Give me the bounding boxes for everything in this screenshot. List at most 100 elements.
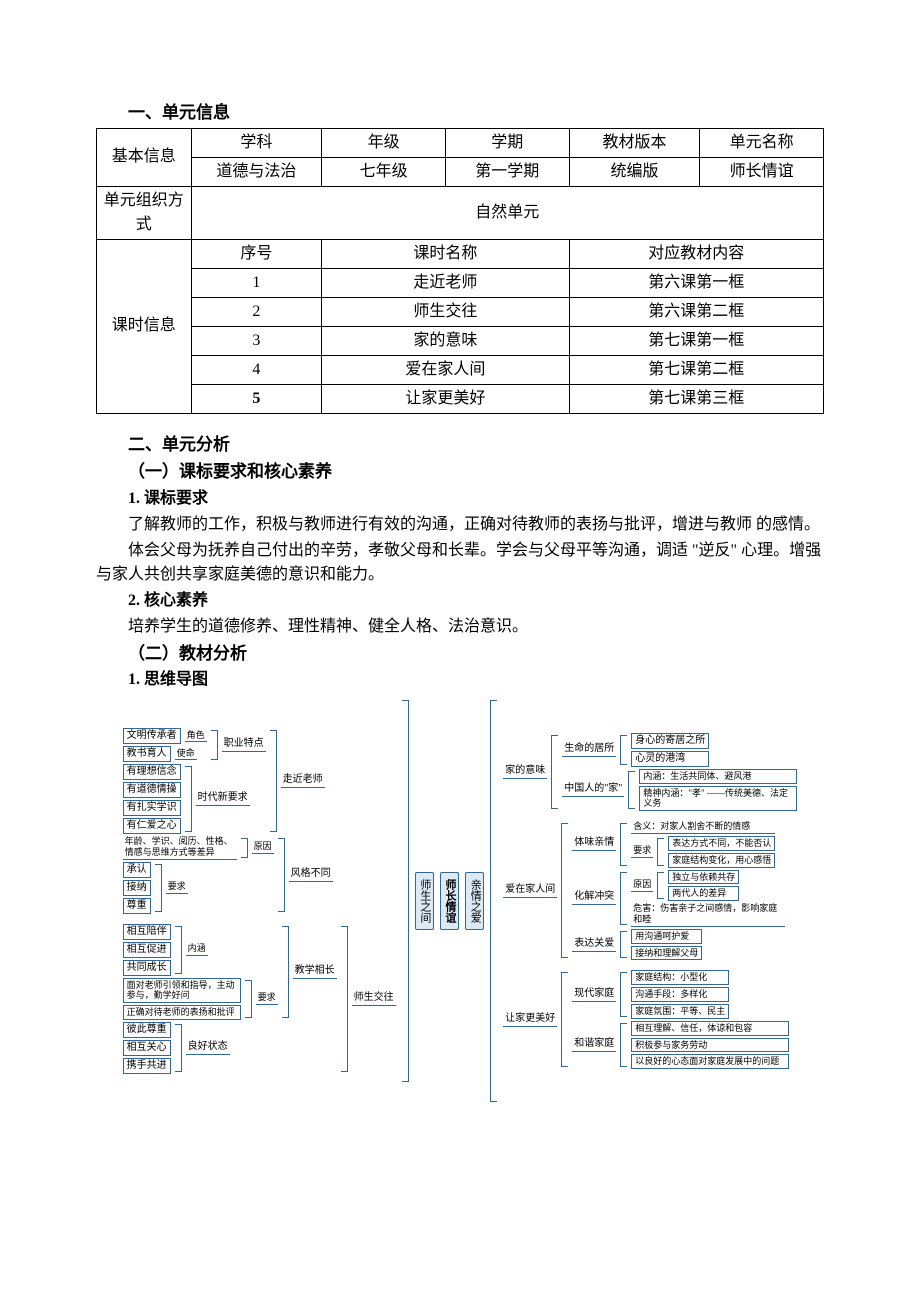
mm-node: 良好状态 bbox=[186, 1041, 230, 1055]
mm-node: 精神内涵："孝" ——传统美德、法定义务 bbox=[639, 786, 797, 812]
mm-node: 家庭结构：小型化 bbox=[631, 970, 729, 985]
mm-main-left1: 师生之间 bbox=[415, 872, 434, 930]
mm-node: 相互理解、信任，体谅和包容 bbox=[631, 1021, 789, 1036]
content-cell: 第六课第一框 bbox=[569, 268, 823, 297]
mm-node: 面对老师引领和指导，主动参与，勤学好问 bbox=[123, 978, 241, 1004]
mm-node: 携手共进 bbox=[123, 1058, 171, 1074]
mm-node: 心灵的港湾 bbox=[631, 751, 709, 767]
term-header: 学期 bbox=[445, 128, 569, 157]
seq-cell: 2 bbox=[191, 297, 322, 326]
mm-node: 风格不同 bbox=[289, 868, 333, 882]
mm-node: 两代人的差异 bbox=[668, 886, 739, 901]
mm-node: 现代家庭 bbox=[572, 988, 616, 1002]
mm-node: 接纳和理解父母 bbox=[631, 946, 702, 961]
table-row: 课时信息 序号 课时名称 对应教材内容 bbox=[97, 239, 824, 268]
mm-node: 用沟通呵护爱 bbox=[631, 929, 702, 944]
mm-left: 文明传承者角色 教书育人使命 职业特点 有理想信念 有道德情操 有扎实学识 bbox=[123, 728, 396, 1074]
org-value: 自然单元 bbox=[191, 186, 824, 239]
lesson-name-cell: 走近老师 bbox=[322, 268, 569, 297]
mm-node: 年龄、学识、阅历、性格、情感与思维方式等差异 bbox=[123, 836, 237, 860]
mm-node: 承认 bbox=[123, 862, 151, 878]
content-cell: 第六课第二框 bbox=[569, 297, 823, 326]
subject-cell: 道德与法治 bbox=[191, 157, 322, 186]
mm-center: 师长情谊 bbox=[440, 872, 459, 930]
mm-node: 职业特点 bbox=[222, 738, 266, 752]
mm-node: 角色 bbox=[185, 730, 207, 743]
unit-cell: 师长情谊 bbox=[700, 157, 824, 186]
lesson-name-cell: 家的意味 bbox=[322, 326, 569, 355]
mm-node: 要求 bbox=[256, 992, 278, 1005]
mm-node: 化解冲突 bbox=[572, 891, 616, 905]
mm-node: 含义：对家人割舍不断的情感 bbox=[631, 821, 775, 834]
mm-node: 相互关心 bbox=[123, 1040, 171, 1056]
section2-h2: （二）教材分析 bbox=[128, 641, 824, 667]
mm-node: 表达方式不同，不能否认 bbox=[668, 836, 775, 851]
mm-main-left2: 亲情之爱 bbox=[465, 872, 484, 930]
term-cell: 第一学期 bbox=[445, 157, 569, 186]
mm-node: 使命 bbox=[175, 748, 197, 761]
mm-node: 师生交往 bbox=[352, 992, 396, 1006]
mm-node: 文明传承者 bbox=[123, 728, 181, 744]
seq-cell: 3 bbox=[191, 326, 322, 355]
table-row: 基本信息 学科 年级 学期 教材版本 单元名称 bbox=[97, 128, 824, 157]
textbook-cell: 统编版 bbox=[569, 157, 700, 186]
mm-node: 家庭结构变化，用心感悟 bbox=[668, 853, 775, 868]
mm-node: 教学相长 bbox=[293, 965, 337, 979]
lesson-name-header: 课时名称 bbox=[322, 239, 569, 268]
grade-header: 年级 bbox=[322, 128, 446, 157]
para-1: 了解教师的工作，积极与教师进行有效的沟通，正确对待教师的表扬与批评，增进与教师 … bbox=[96, 513, 824, 537]
table-row: 3 家的意味 第七课第一框 bbox=[97, 326, 824, 355]
table-row: 道德与法治 七年级 第一学期 统编版 师长情谊 bbox=[97, 157, 824, 186]
seq-header: 序号 bbox=[191, 239, 322, 268]
mm-node: 有仁爱之心 bbox=[123, 818, 181, 834]
content-cell: 第七课第二框 bbox=[569, 355, 823, 384]
para-2: 体会父母为抚养自己付出的辛劳，孝敬父母和长辈。学会与父母平等沟通，调适 "逆反"… bbox=[96, 539, 824, 587]
para-3: 培养学生的道德修养、理性精神、健全人格、法治意识。 bbox=[96, 615, 824, 639]
mm-node: 身心的寄居之所 bbox=[631, 733, 709, 749]
mm-node: 家庭氛围：平等、民主 bbox=[631, 1004, 729, 1019]
grade-cell: 七年级 bbox=[322, 157, 446, 186]
content-cell: 第七课第三框 bbox=[569, 384, 823, 413]
mm-node: 相互促进 bbox=[123, 942, 171, 958]
table-row: 1 走近老师 第六课第一框 bbox=[97, 268, 824, 297]
mm-node: 原因 bbox=[252, 841, 274, 854]
org-label: 单元组织方式 bbox=[97, 186, 192, 239]
mm-node: 走近老师 bbox=[281, 774, 325, 788]
mm-node: 共同成长 bbox=[123, 960, 171, 976]
table-row: 单元组织方式 自然单元 bbox=[97, 186, 824, 239]
document-page: 一、单元信息 基本信息 学科 年级 学期 教材版本 单元名称 道德与法治 七年级… bbox=[0, 0, 920, 1164]
mm-node: 内涵 bbox=[186, 943, 208, 956]
mm-node: 原因 bbox=[631, 879, 653, 892]
mindmap: 文明传承者角色 教书育人使命 职业特点 有理想信念 有道德情操 有扎实学识 bbox=[96, 698, 824, 1104]
mm-node: 家的意味 bbox=[503, 765, 547, 779]
section2-h2-1: 1. 思维导图 bbox=[128, 668, 824, 692]
basic-info-label: 基本信息 bbox=[97, 128, 192, 186]
mm-node: 危害：伤害亲子之间感情，影响家庭和睦 bbox=[631, 903, 785, 927]
mm-node: 和谐家庭 bbox=[572, 1038, 616, 1052]
mm-node: 正确对待老师的表扬和批评 bbox=[123, 1005, 241, 1020]
content-header: 对应教材内容 bbox=[569, 239, 823, 268]
section2-h1-2: 2. 核心素养 bbox=[128, 589, 824, 613]
table-row: 2 师生交往 第六课第二框 bbox=[97, 297, 824, 326]
mm-node: 有道德情操 bbox=[123, 782, 181, 798]
unit-header: 单元名称 bbox=[700, 128, 824, 157]
lesson-name-cell: 师生交往 bbox=[322, 297, 569, 326]
mm-node: 接纳 bbox=[123, 880, 151, 896]
mm-node: 爱在家人间 bbox=[503, 884, 557, 898]
seq-cell: 1 bbox=[191, 268, 322, 297]
mm-node: 以良好的心态面对家庭发展中的问题 bbox=[631, 1054, 789, 1069]
mm-node: 尊重 bbox=[123, 898, 151, 914]
lesson-name-cell: 爱在家人间 bbox=[322, 355, 569, 384]
lesson-name-cell: 让家更美好 bbox=[322, 384, 569, 413]
table-row: 5 让家更美好 第七课第三框 bbox=[97, 384, 824, 413]
section1-title: 一、单元信息 bbox=[128, 100, 824, 126]
mm-node: 有理想信念 bbox=[123, 764, 181, 780]
seq-cell: 5 bbox=[191, 384, 322, 413]
mm-node: 积极参与家务劳动 bbox=[631, 1038, 789, 1053]
section2-title: 二、单元分析 bbox=[128, 432, 824, 458]
lesson-info-label: 课时信息 bbox=[97, 239, 192, 413]
seq-cell: 4 bbox=[191, 355, 322, 384]
mm-node: 沟通手段：多样化 bbox=[631, 987, 729, 1002]
section2-h1-1: 1. 课标要求 bbox=[128, 487, 824, 511]
mm-node: 有扎实学识 bbox=[123, 800, 181, 816]
